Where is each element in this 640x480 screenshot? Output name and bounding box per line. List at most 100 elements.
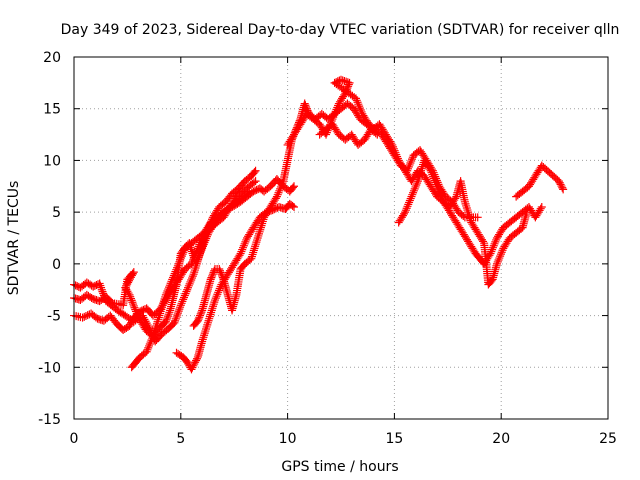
data-point-marker: [300, 99, 309, 108]
data-point-marker: [433, 184, 442, 193]
data-point-marker: [126, 320, 135, 329]
data-point-marker: [239, 241, 248, 250]
data-point-marker: [208, 271, 217, 280]
series-arc-d: [127, 177, 260, 372]
data-point-marker: [203, 320, 212, 329]
data-point-marker: [254, 229, 263, 238]
data-point-marker: [301, 101, 310, 110]
data-point-marker: [252, 238, 261, 247]
data-point-marker: [98, 287, 107, 296]
data-point-marker: [169, 271, 178, 280]
data-point-marker: [406, 194, 415, 203]
data-point-marker: [489, 241, 498, 250]
data-point-marker: [410, 184, 419, 193]
series-arc-i: [394, 156, 531, 289]
data-point-marker: [354, 100, 363, 109]
data-point-marker: [209, 268, 218, 277]
data-point-marker: [288, 201, 297, 210]
data-point-marker: [352, 96, 361, 105]
data-point-marker: [187, 276, 196, 285]
data-point-marker: [404, 200, 413, 209]
data-point-marker: [400, 209, 409, 218]
data-point-marker: [126, 273, 135, 282]
data-point-marker: [174, 307, 183, 316]
data-point-marker: [188, 363, 197, 372]
data-point-marker: [256, 223, 265, 232]
data-point-marker: [180, 291, 189, 300]
data-point-marker: [176, 255, 185, 264]
data-point-marker: [290, 182, 299, 191]
data-point-marker: [207, 273, 216, 282]
data-point-marker: [190, 360, 199, 369]
x-tick-label: 15: [385, 431, 403, 447]
data-point-marker: [177, 254, 186, 263]
data-point-marker: [401, 206, 410, 215]
data-point-marker: [357, 107, 366, 116]
data-point-marker: [201, 327, 210, 336]
data-point-marker: [559, 185, 568, 194]
data-point-marker: [123, 280, 132, 289]
data-point-marker: [210, 296, 219, 305]
data-point-marker: [175, 257, 184, 266]
data-point-marker: [161, 290, 170, 299]
data-point-marker: [194, 315, 203, 324]
series-arc-j: [512, 161, 568, 201]
data-point-marker: [187, 365, 196, 374]
data-point-marker: [409, 188, 418, 197]
x-tick-label: 5: [176, 431, 185, 447]
data-point-marker: [175, 305, 184, 314]
data-point-marker: [405, 196, 414, 205]
data-point-marker: [177, 299, 186, 308]
data-point-marker: [430, 176, 439, 185]
data-point-marker: [189, 254, 198, 263]
data-point-marker: [496, 250, 505, 259]
data-point-marker: [331, 107, 340, 116]
data-point-marker: [190, 266, 199, 275]
data-point-marker: [408, 155, 417, 164]
data-point-marker: [168, 275, 177, 284]
data-point-marker: [239, 243, 248, 252]
data-point-marker: [128, 316, 137, 325]
data-point-marker: [555, 178, 564, 187]
data-point-marker: [205, 312, 214, 321]
data-point-marker: [171, 316, 180, 325]
data-point-marker: [522, 208, 531, 217]
data-point-marker: [428, 170, 437, 179]
data-point-marker: [405, 198, 414, 207]
data-point-marker: [342, 77, 351, 86]
data-markers: [70, 75, 568, 374]
data-point-marker: [403, 166, 412, 175]
data-point-marker: [207, 306, 216, 315]
data-point-marker: [195, 240, 204, 249]
data-point-marker: [144, 343, 153, 352]
data-point-marker: [495, 254, 504, 263]
y-tick-label: -5: [47, 309, 61, 325]
data-point-marker: [124, 278, 133, 287]
data-point-marker: [164, 285, 173, 294]
data-point-marker: [125, 290, 134, 299]
x-axis-label: GPS time / hours: [281, 459, 398, 475]
data-point-marker: [235, 251, 244, 260]
data-point-marker: [188, 274, 197, 283]
data-point-marker: [202, 325, 211, 334]
data-point-marker: [195, 313, 204, 322]
data-point-marker: [147, 336, 156, 345]
data-point-marker: [182, 287, 191, 296]
data-point-marker: [206, 275, 215, 284]
data-point-marker: [241, 237, 250, 246]
chart-title: Day 349 of 2023, Sidereal Day-to-day VTE…: [61, 22, 620, 38]
data-point-marker: [173, 261, 182, 270]
data-point-marker: [129, 268, 138, 277]
data-point-marker: [434, 186, 443, 195]
data-point-marker: [192, 356, 201, 365]
data-point-marker: [209, 300, 218, 309]
data-point-marker: [184, 281, 193, 290]
data-point-marker: [80, 312, 89, 321]
data-point-marker: [127, 271, 136, 280]
data-point-marker: [490, 239, 499, 248]
data-point-marker: [276, 182, 285, 191]
data-point-marker: [162, 315, 171, 324]
y-tick-label: 10: [43, 153, 61, 169]
data-point-marker: [203, 318, 212, 327]
